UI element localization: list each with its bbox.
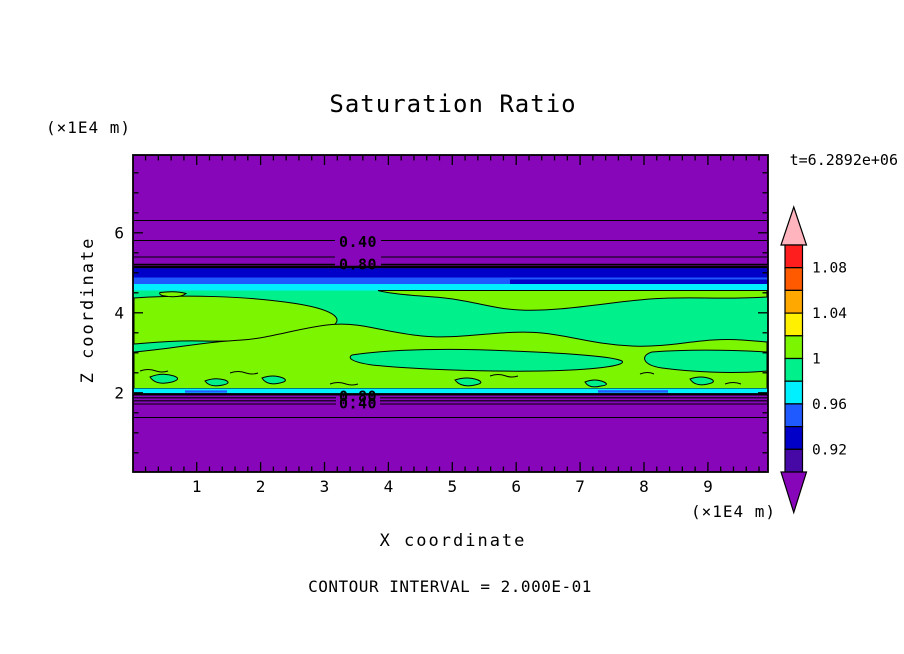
- colorbar-label-0.96: 0.96: [812, 397, 847, 413]
- contour-interval-note: CONTOUR INTERVAL = 2.000E-01: [308, 577, 592, 596]
- colorbar-cell-6: [785, 381, 803, 404]
- y-tick-label-6: 6: [114, 223, 124, 242]
- y-axis-unit-label: (×1E4 m): [46, 118, 131, 137]
- colorbar-label-1: 1: [812, 352, 821, 368]
- colorbar-cell-1: [785, 268, 803, 291]
- x-tick-label-1: 1: [192, 477, 202, 496]
- contour-label-lower-040: 0.40: [339, 395, 377, 413]
- bottom-blue-patch: [598, 390, 668, 393]
- colorbar-cell-4: [785, 336, 803, 359]
- x-tick-label-6: 6: [511, 477, 521, 496]
- x-tick-label-2: 2: [256, 477, 266, 496]
- contour-figure: Saturation Ratio (×1E4 m) t=6.2892e+06 Z…: [0, 0, 904, 654]
- timestamp-label: t=6.2892e+06: [790, 151, 898, 169]
- x-tick-label-7: 7: [575, 477, 585, 496]
- x-tick-labels: 1 2 3 4 5 6 7 8 9: [192, 477, 713, 496]
- colorbar-over-arrow: [781, 207, 807, 245]
- plot-area: 0.40 0.80 0.80 0.40: [133, 155, 768, 472]
- colorbar-cell-5: [785, 359, 803, 382]
- bottom-blue-patch: [185, 390, 227, 392]
- x-tick-label-9: 9: [703, 477, 713, 496]
- colorbar-cell-9: [785, 449, 803, 472]
- contour-label-upper-080: 0.80: [339, 256, 377, 274]
- y-tick-label-4: 4: [114, 303, 124, 322]
- colorbar-cell-8: [785, 427, 803, 450]
- colorbar-cell-2: [785, 290, 803, 313]
- colorbar-label-1.04: 1.04: [812, 306, 847, 322]
- x-tick-label-5: 5: [447, 477, 457, 496]
- band-navy: [133, 268, 768, 277]
- y-tick-label-2: 2: [114, 383, 124, 402]
- colorbar-label-0.92: 0.92: [812, 442, 847, 458]
- colorbar-label-1.08: 1.08: [812, 261, 847, 277]
- colorbar-under-arrow: [781, 472, 807, 513]
- band-cyan: [133, 284, 768, 291]
- x-tick-label-4: 4: [384, 477, 394, 496]
- x-axis-unit-label: (×1E4 m): [691, 502, 776, 521]
- colorbar-cell-3: [785, 313, 803, 336]
- colorbar-cell-7: [785, 404, 803, 427]
- figure-canvas: Saturation Ratio (×1E4 m) t=6.2892e+06 Z…: [0, 0, 904, 654]
- y-tick-labels: 2 4 6: [114, 223, 124, 402]
- y-axis-title: Z coordinate: [78, 237, 98, 384]
- x-tick-label-8: 8: [639, 477, 649, 496]
- colorbar-cell-0: [785, 245, 803, 268]
- colorbar: 1.08 1.04 1 0.96 0.92: [781, 207, 847, 513]
- x-tick-label-3: 3: [320, 477, 330, 496]
- bottom-cyan-strip: [133, 389, 768, 394]
- x-axis-title: X coordinate: [380, 531, 527, 551]
- contour-label-upper-040: 0.40: [339, 233, 377, 251]
- plot-title: Saturation Ratio: [329, 90, 576, 118]
